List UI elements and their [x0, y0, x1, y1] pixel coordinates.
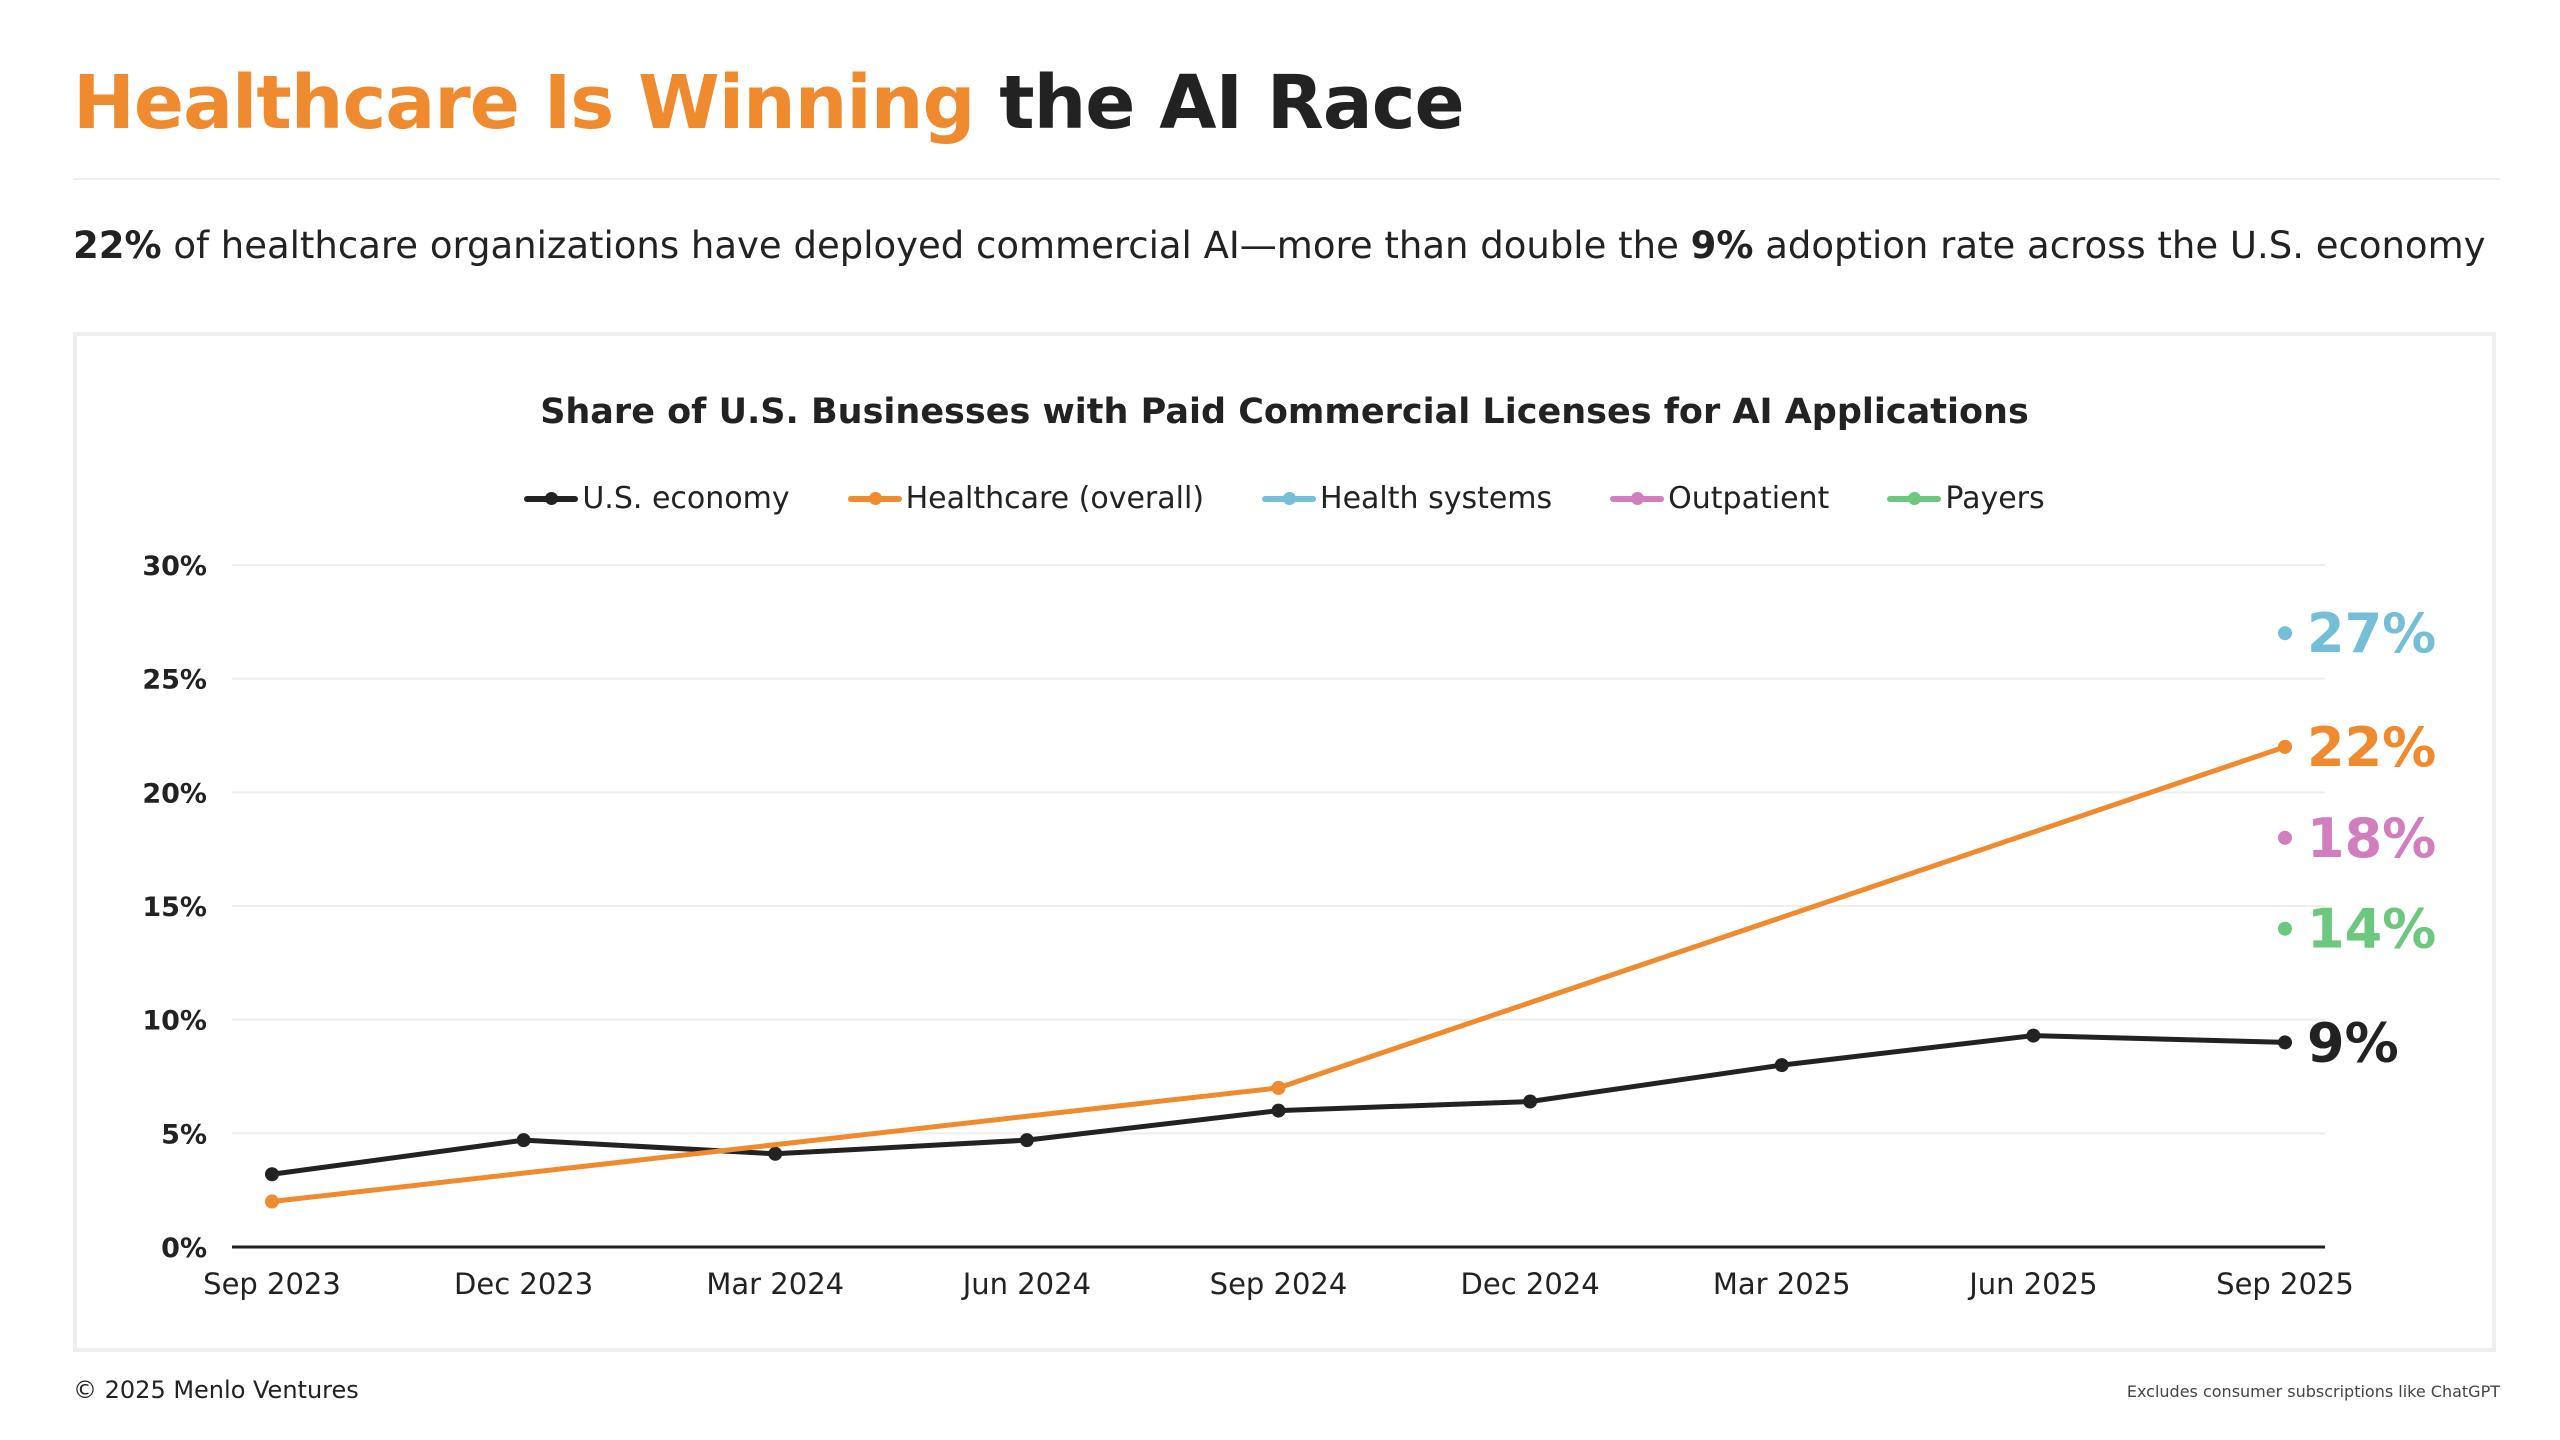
end-value-label: 27% — [2307, 602, 2436, 665]
data-point — [1774, 1058, 1789, 1073]
subtitle-stat: 9% — [1690, 224, 1754, 267]
legend-label: Outpatient — [1668, 481, 1830, 516]
y-tick-label: 30% — [142, 551, 207, 582]
x-tick-label: Sep 2024 — [1210, 1267, 1348, 1301]
chart-title: Share of U.S. Businesses with Paid Comme… — [540, 392, 2029, 432]
data-point — [1271, 1103, 1286, 1118]
y-tick-label: 15% — [142, 892, 207, 923]
x-tick-label: Mar 2024 — [706, 1267, 844, 1301]
legend-swatch — [847, 491, 902, 505]
legend-swatch — [524, 491, 579, 505]
x-tick-label: Jun 2025 — [1967, 1267, 2097, 1301]
subtitle-text: adoption rate across the U.S. economy — [1753, 224, 2486, 267]
page-title: Healthcare Is Winning the AI Race — [73, 60, 1465, 146]
legend-item: Payers — [1887, 481, 2045, 516]
subtitle-text: of healthcare organizations have deploye… — [161, 224, 1691, 267]
end-value-label: 22% — [2307, 716, 2436, 779]
legend-label: Healthcare (overall) — [905, 481, 1205, 516]
subtitle-stat: 22% — [73, 224, 162, 267]
x-tick-label: Dec 2024 — [1461, 1267, 1600, 1301]
title-accent: Healthcare Is Winning — [73, 60, 975, 146]
data-point — [516, 1133, 531, 1148]
divider — [73, 178, 2500, 180]
x-tick-label: Sep 2025 — [2216, 1267, 2354, 1301]
y-tick-label: 5% — [161, 1119, 207, 1150]
legend-item: Health systems — [1262, 481, 1552, 516]
footnote: Excludes consumer subscriptions like Cha… — [2126, 1382, 2500, 1401]
data-point — [2278, 739, 2292, 754]
chart-card: Share of U.S. Businesses with Paid Comme… — [73, 332, 2496, 1352]
subtitle: 22% of healthcare organizations have dep… — [73, 224, 2486, 267]
legend-label: U.S. economy — [582, 481, 790, 516]
copyright: © 2025 Menlo Ventures — [73, 1376, 359, 1404]
legend-item: Outpatient — [1610, 481, 1829, 516]
end-value-label: 9% — [2307, 1011, 2399, 1074]
data-point — [2278, 626, 2292, 641]
data-point — [265, 1167, 279, 1182]
legend-item: U.S. economy — [524, 481, 790, 516]
legend-swatch — [1887, 491, 1942, 505]
legend-item: Healthcare (overall) — [847, 481, 1205, 516]
data-point — [2278, 921, 2292, 936]
y-tick-label: 10% — [142, 1006, 207, 1037]
end-value-label: 18% — [2307, 807, 2436, 870]
data-point — [1271, 1080, 1286, 1095]
end-value-label: 14% — [2307, 898, 2436, 961]
y-tick-label: 25% — [142, 665, 207, 696]
data-point — [2026, 1028, 2041, 1043]
x-tick-label: Dec 2023 — [454, 1267, 593, 1301]
y-tick-label: 20% — [142, 778, 207, 809]
data-point — [768, 1146, 783, 1161]
legend-swatch — [1262, 491, 1317, 505]
data-point — [265, 1194, 279, 1209]
legend-label: Payers — [1945, 481, 2045, 516]
legend-label: Health systems — [1320, 481, 1553, 516]
legend-swatch — [1610, 491, 1665, 505]
x-tick-label: Jun 2024 — [961, 1267, 1091, 1301]
legend: U.S. economy Healthcare (overall) Health s… — [77, 481, 2492, 516]
x-tick-label: Sep 2023 — [203, 1267, 341, 1301]
data-point — [1523, 1094, 1538, 1109]
y-tick-label: 0% — [161, 1233, 207, 1264]
x-tick-label: Mar 2025 — [1713, 1267, 1851, 1301]
data-point — [2278, 1035, 2292, 1050]
data-point — [1019, 1133, 1034, 1148]
data-point — [2278, 830, 2292, 845]
title-rest: the AI Race — [974, 60, 1465, 146]
